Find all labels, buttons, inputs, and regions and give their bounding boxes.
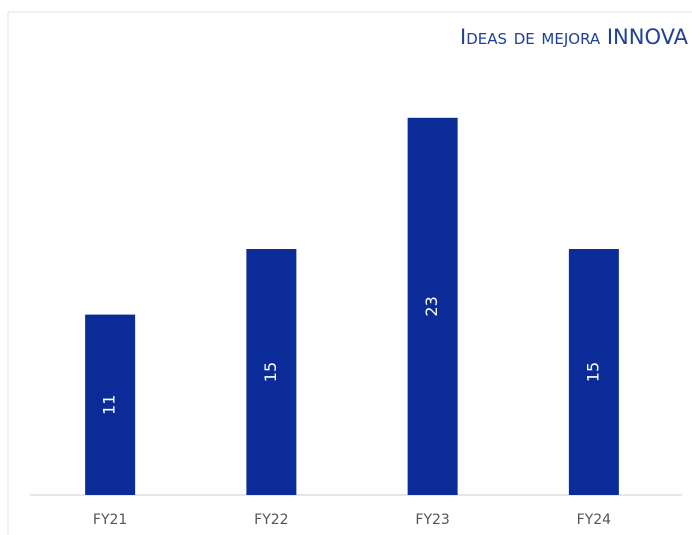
x-tick-label: FY22: [254, 512, 288, 528]
data-label: 23: [422, 296, 441, 316]
chart-title: Ideas de mejora INNOVA: [460, 25, 689, 49]
x-tick-label: FY24: [577, 512, 612, 528]
bar: [246, 249, 297, 495]
x-tick-label: FY21: [93, 512, 127, 528]
bar: [407, 117, 458, 496]
data-label: 15: [583, 362, 602, 382]
bar: [85, 314, 136, 495]
x-tick-label: FY23: [415, 512, 449, 528]
data-label: 11: [100, 395, 119, 415]
data-label: 15: [261, 362, 280, 382]
bar: [568, 249, 619, 495]
